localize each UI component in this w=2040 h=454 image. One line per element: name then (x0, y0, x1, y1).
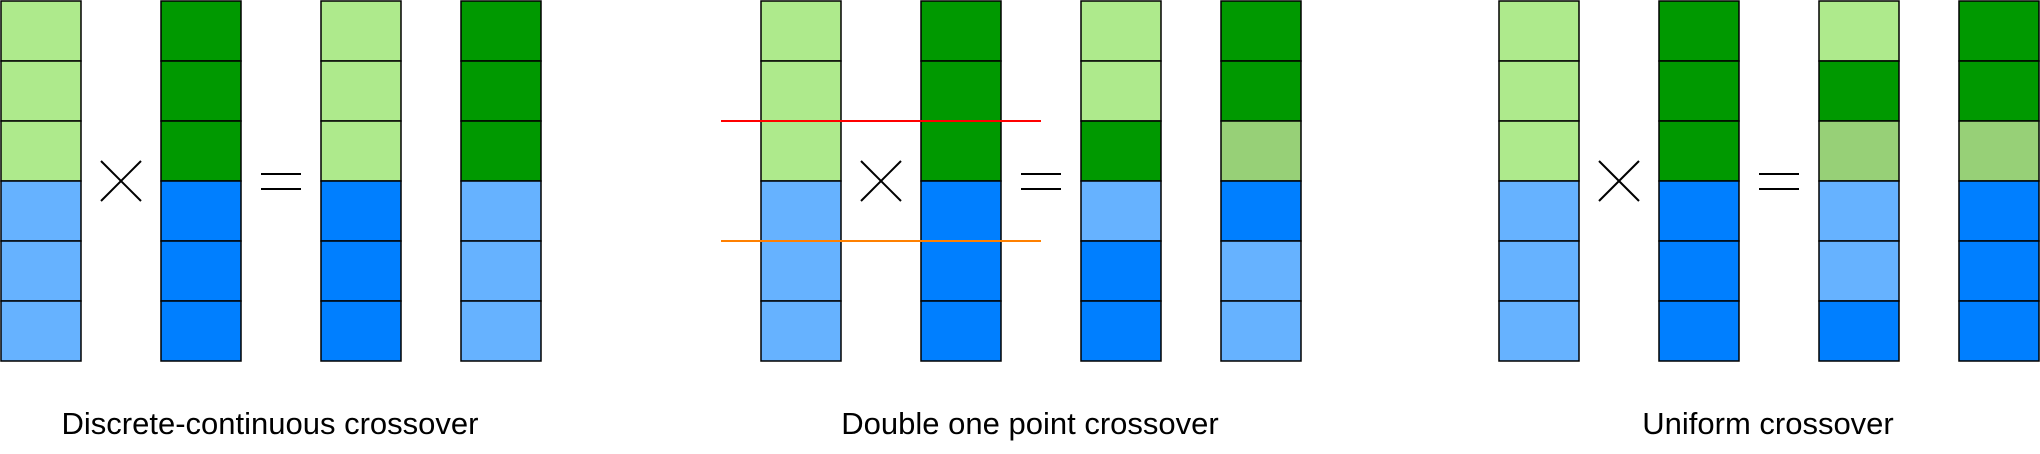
gene-cell (760, 60, 842, 122)
gene-cell (1220, 0, 1302, 62)
gene-cell (320, 240, 402, 302)
parent-1-chromosome (0, 0, 82, 362)
gene-cell (320, 120, 402, 182)
multiply-icon (1598, 160, 1640, 202)
multiply-icon (100, 160, 142, 202)
gene-cell (1080, 240, 1162, 302)
gene-cell (920, 120, 1002, 182)
gene-cell (1818, 60, 1900, 122)
parent-1-chromosome (760, 0, 842, 362)
gene-cell (1498, 0, 1580, 62)
gene-cell (1080, 300, 1162, 362)
gene-cell (1818, 300, 1900, 362)
gene-cell (1818, 120, 1900, 182)
offspring-2-chromosome (1220, 0, 1302, 362)
gene-cell (1658, 240, 1740, 302)
gene-cell (320, 0, 402, 62)
gene-cell (460, 180, 542, 242)
gene-cell (920, 300, 1002, 362)
parent-2-chromosome (160, 0, 242, 362)
caption-uniform: Uniform crossover (1642, 406, 1894, 441)
gene-cell (1080, 0, 1162, 62)
gene-cell (1658, 120, 1740, 182)
gene-cell (0, 120, 82, 182)
parent-2-chromosome (1658, 0, 1740, 362)
gene-cell (920, 240, 1002, 302)
gene-cell (460, 60, 542, 122)
gene-cell (760, 240, 842, 302)
gene-cell (1498, 180, 1580, 242)
panel-discrete-continuous (0, 0, 542, 362)
caption-double-one-point: Double one point crossover (841, 406, 1218, 441)
gene-cell (460, 300, 542, 362)
parent-2-chromosome (920, 0, 1002, 362)
parent-1-chromosome (1498, 0, 1580, 362)
gene-cell (1958, 180, 2040, 242)
gene-cell (760, 120, 842, 182)
gene-cell (1658, 180, 1740, 242)
equals-icon (1021, 173, 1061, 190)
gene-cell (1498, 60, 1580, 122)
gene-cell (460, 0, 542, 62)
gene-cell (160, 0, 242, 62)
panel-uniform (1498, 0, 2040, 362)
offspring-1-chromosome (320, 0, 402, 362)
gene-cell (160, 180, 242, 242)
offspring-1-chromosome (1080, 0, 1162, 362)
gene-cell (160, 240, 242, 302)
gene-cell (1818, 180, 1900, 242)
equals-icon (261, 173, 301, 190)
gene-cell (920, 60, 1002, 122)
gene-cell (1958, 240, 2040, 302)
offspring-2-chromosome (1958, 0, 2040, 362)
gene-cell (320, 300, 402, 362)
gene-cell (160, 300, 242, 362)
gene-cell (1958, 300, 2040, 362)
gene-cell (1658, 0, 1740, 62)
gene-cell (0, 300, 82, 362)
gene-cell (1818, 240, 1900, 302)
gene-cell (1658, 300, 1740, 362)
gene-cell (320, 60, 402, 122)
equals-icon (1759, 173, 1799, 190)
gene-cell (1958, 0, 2040, 62)
gene-cell (1080, 180, 1162, 242)
offspring-2-chromosome (460, 0, 542, 362)
offspring-1-chromosome (1818, 0, 1900, 362)
gene-cell (1958, 60, 2040, 122)
gene-cell (460, 240, 542, 302)
gene-cell (0, 0, 82, 62)
panel-double-one-point (721, 0, 1302, 362)
gene-cell (1080, 60, 1162, 122)
gene-cell (160, 120, 242, 182)
gene-cell (920, 0, 1002, 62)
gene-cell (1220, 300, 1302, 362)
gene-cell (320, 180, 402, 242)
gene-cell (1220, 60, 1302, 122)
caption-discrete-continuous: Discrete-continuous crossover (62, 406, 479, 441)
gene-cell (1220, 120, 1302, 182)
gene-cell (1080, 120, 1162, 182)
gene-cell (0, 60, 82, 122)
gene-cell (760, 0, 842, 62)
gene-cell (460, 120, 542, 182)
gene-cell (160, 60, 242, 122)
gene-cell (760, 180, 842, 242)
gene-cell (1498, 300, 1580, 362)
multiply-icon (860, 160, 902, 202)
gene-cell (1220, 180, 1302, 242)
gene-cell (1498, 120, 1580, 182)
gene-cell (1498, 240, 1580, 302)
gene-cell (0, 180, 82, 242)
gene-cell (0, 240, 82, 302)
gene-cell (1658, 60, 1740, 122)
gene-cell (760, 300, 842, 362)
gene-cell (920, 180, 1002, 242)
gene-cell (1958, 120, 2040, 182)
gene-cell (1220, 240, 1302, 302)
gene-cell (1818, 0, 1900, 62)
